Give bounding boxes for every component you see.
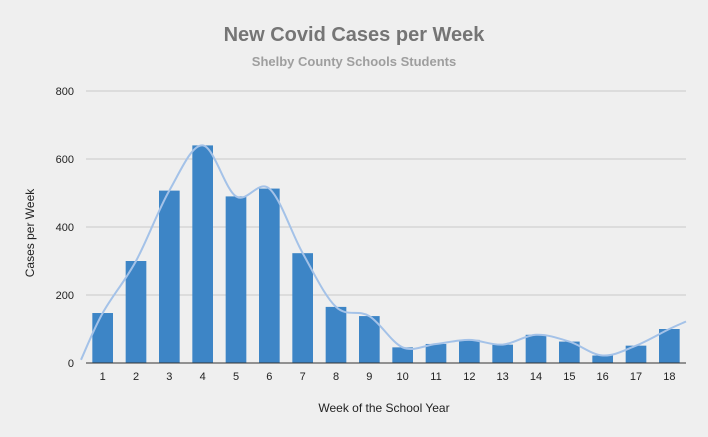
bar-week-11 xyxy=(425,343,447,363)
bar-week-14 xyxy=(525,334,547,363)
y-tick-label: 800 xyxy=(56,86,74,98)
y-axis-title: Cases per Week xyxy=(23,188,37,277)
x-tick-label: 2 xyxy=(133,371,139,383)
x-axis-title: Week of the School Year xyxy=(318,401,449,415)
bar-week-6 xyxy=(259,188,280,363)
bar-week-3 xyxy=(159,190,180,363)
x-tick-label: 18 xyxy=(663,371,675,383)
bar-week-16 xyxy=(592,355,613,363)
bar-week-9 xyxy=(359,316,380,363)
x-tick-label: 10 xyxy=(397,371,409,383)
x-tick-label: 3 xyxy=(166,371,172,383)
x-tick-label: 9 xyxy=(366,371,372,383)
x-tick-label: 1 xyxy=(100,371,106,383)
bar-week-1 xyxy=(92,313,113,363)
x-tick-label: 17 xyxy=(630,371,642,383)
bar-week-12 xyxy=(459,339,480,363)
x-tick-label: 12 xyxy=(463,371,475,383)
y-tick-label: 600 xyxy=(56,154,74,166)
chart-subtitle: Shelby County Schools Students xyxy=(252,54,456,69)
bar-week-8 xyxy=(325,306,347,363)
y-tick-label: 0 xyxy=(68,358,74,370)
x-tick-label: 11 xyxy=(430,371,441,383)
chart-title: New Covid Cases per Week xyxy=(224,24,486,46)
y-axis-ticks: 0 200 400 600 800 xyxy=(56,86,74,370)
x-tick-label: 14 xyxy=(530,371,542,383)
trendline xyxy=(80,144,687,361)
bar-week-5 xyxy=(225,196,247,363)
x-tick-label: 16 xyxy=(597,371,609,383)
bar-week-18 xyxy=(659,329,680,363)
y-tick-label: 200 xyxy=(56,290,74,302)
bar-week-15 xyxy=(559,341,580,363)
bar-week-4 xyxy=(192,145,213,363)
x-tick-label: 5 xyxy=(233,371,239,383)
bar-week-10 xyxy=(392,347,413,363)
bar-week-2 xyxy=(125,261,147,363)
x-axis-ticks: 1 2 3 4 5 6 7 8 9 10 11 12 13 14 15 16 17 18 xyxy=(100,371,676,383)
x-tick-label: 8 xyxy=(333,371,339,383)
x-tick-label: 13 xyxy=(497,371,509,383)
x-tick-label: 4 xyxy=(200,371,206,383)
y-tick-label: 400 xyxy=(56,222,74,234)
bar-week-13 xyxy=(492,344,513,363)
x-tick-label: 15 xyxy=(563,371,575,383)
bar-week-7 xyxy=(292,253,313,363)
bar-week-17 xyxy=(625,345,647,363)
x-tick-label: 6 xyxy=(266,371,272,383)
bar-series xyxy=(92,145,680,363)
x-tick-label: 7 xyxy=(300,371,306,383)
